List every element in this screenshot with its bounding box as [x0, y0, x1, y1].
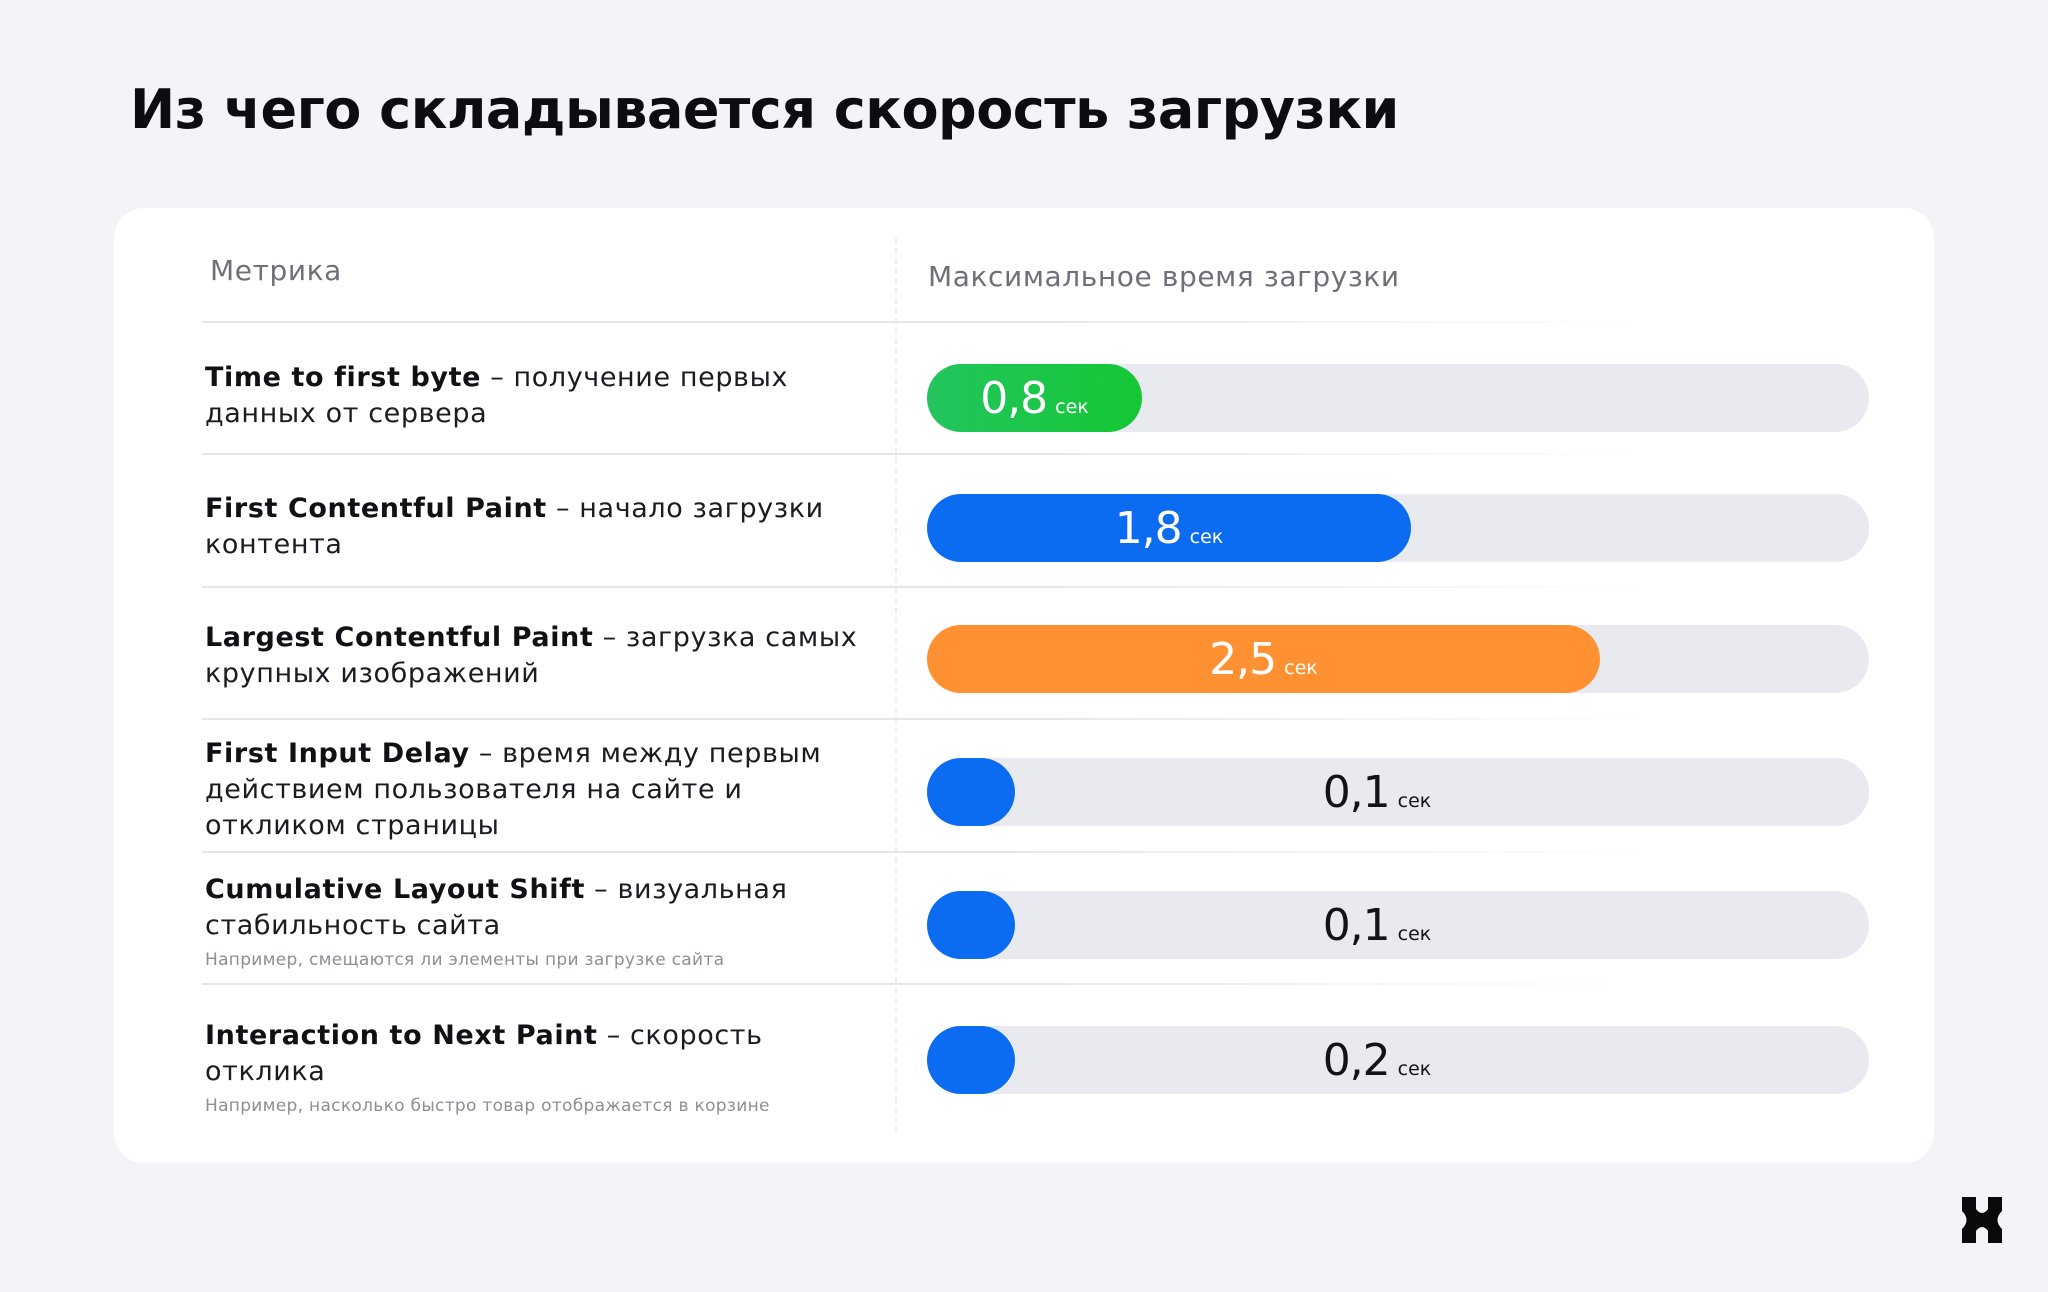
page-title: Из чего складывается скорость загрузки	[130, 78, 1399, 141]
metric-description: скорость отклика	[205, 1020, 763, 1087]
metric-name: Interaction to Next Paint	[205, 1020, 598, 1051]
row-separator	[202, 586, 1652, 588]
metric-description: получение первых данных от сервера	[205, 362, 789, 429]
metric-name: Cumulative Layout Shift	[205, 874, 585, 905]
bar-value-label: 0,2 сек	[1035, 1026, 1719, 1094]
metric-name: Time to first byte	[205, 362, 482, 393]
bar-fill	[927, 758, 1015, 826]
value-number: 0,2	[1322, 1034, 1391, 1086]
metric-description: визуальная стабильность сайта	[205, 874, 788, 941]
bar-track: 0,2 сек	[927, 1026, 1869, 1094]
row-separator	[202, 983, 1652, 985]
metric-name: Largest Contentful Paint	[205, 622, 594, 653]
value-number: 1,8	[1114, 502, 1183, 554]
metric-note: Например, смещаются ли элементы при загр…	[205, 950, 725, 970]
value-number: 0,1	[1322, 766, 1391, 818]
metric-description: время между первым действием пользовател…	[205, 738, 822, 841]
metric-label: Largest Contentful Paint – загрузка самы…	[205, 622, 858, 689]
bar-fill	[927, 1026, 1015, 1094]
bar-value-label: 1,8 сек	[927, 494, 1411, 562]
value-unit: сек	[1189, 526, 1224, 548]
metrics-card: Метрика Максимальное время загрузки Time…	[114, 208, 1934, 1163]
value-unit: сек	[1055, 396, 1089, 418]
bar-track: 0,1 сек	[927, 758, 1869, 826]
metric-name: First Input Delay	[205, 738, 470, 769]
bar-track: 0,8 сек	[927, 364, 1869, 432]
metric-label: Time to first byte – получение первых да…	[205, 362, 789, 429]
bar-fill	[927, 891, 1015, 959]
bar-fill	[927, 494, 1411, 562]
value-number: 2,5	[1209, 633, 1277, 685]
value-number: 0,1	[1322, 899, 1391, 951]
value-unit: сек	[1284, 657, 1318, 679]
header-metric: Метрика	[210, 254, 342, 287]
brand-x-logo-icon	[1962, 1197, 2002, 1243]
value-unit: сек	[1397, 923, 1432, 945]
value-number: 0,8	[980, 372, 1048, 424]
bar-value-label: 0,1 сек	[1035, 891, 1719, 959]
bar-value-label: 0,8 сек	[927, 364, 1142, 432]
bar-track: 0,1 сек	[927, 891, 1869, 959]
bar-value-label: 0,1 сек	[1035, 758, 1719, 826]
row-separator	[202, 718, 1652, 720]
row-separator	[202, 453, 1652, 455]
row-separator	[202, 321, 1652, 323]
metric-label: Cumulative Layout Shift – визуальная ста…	[205, 872, 885, 972]
metric-description: начало загрузки контента	[205, 493, 824, 560]
bar-track: 1,8 сек	[927, 494, 1869, 562]
bar-fill	[927, 625, 1600, 693]
metric-name: First Contentful Paint	[205, 493, 547, 524]
bar-fill	[927, 364, 1142, 432]
value-unit: сек	[1397, 790, 1432, 812]
metric-note: Например, насколько быстро товар отображ…	[205, 1096, 770, 1116]
bar-value-label: 2,5 сек	[927, 625, 1600, 693]
metric-label: Interaction to Next Paint – скорость отк…	[205, 1018, 885, 1118]
row-separator	[202, 851, 1652, 853]
metric-label: First Contentful Paint – начало загрузки…	[205, 493, 824, 560]
column-divider	[895, 238, 897, 1133]
metric-description: загрузка самых крупных изображений	[205, 622, 858, 689]
bar-track: 2,5 сек	[927, 625, 1869, 693]
header-max-load-time: Максимальное время загрузки	[928, 260, 1400, 293]
value-unit: сек	[1397, 1058, 1432, 1080]
metric-label: First Input Delay – время между первым д…	[205, 738, 822, 841]
